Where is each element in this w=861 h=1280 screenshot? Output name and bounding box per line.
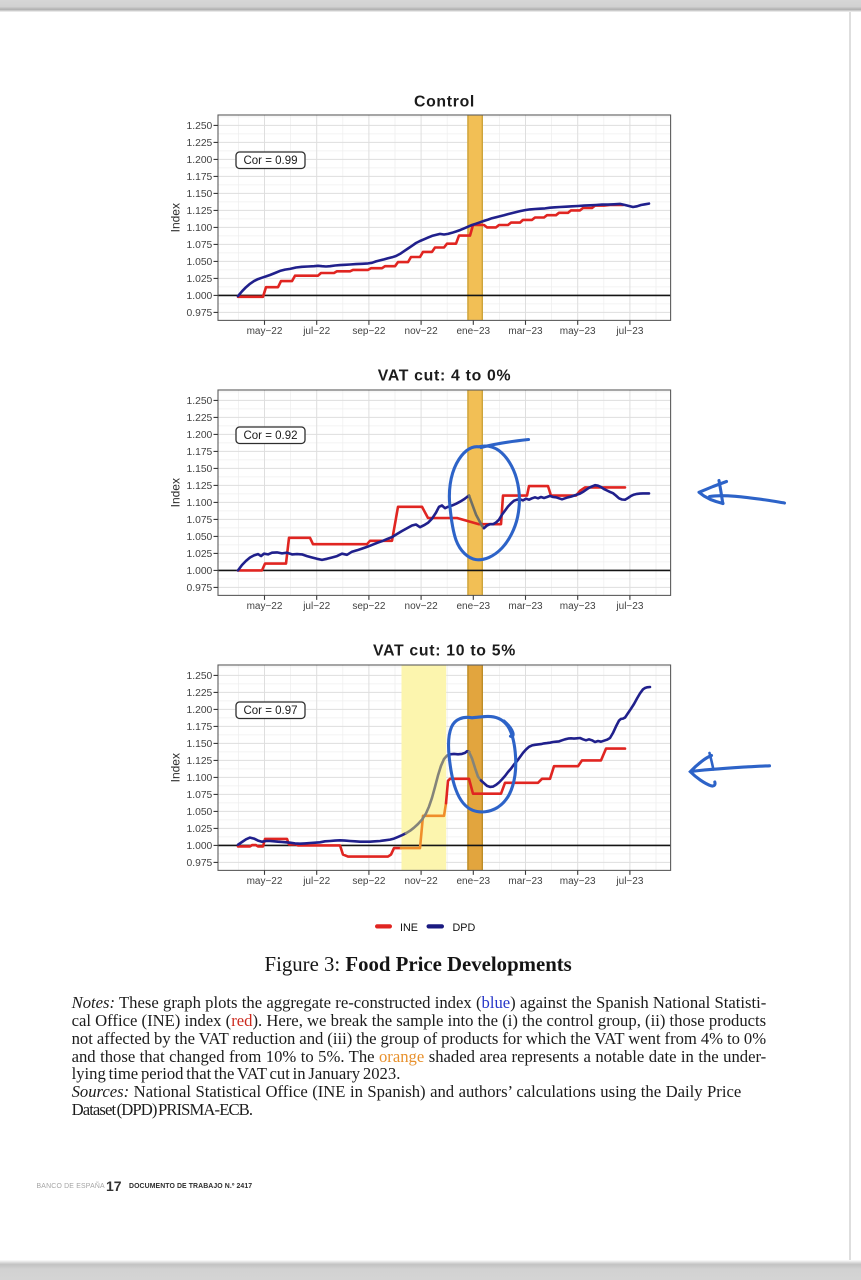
svg-text:1.150: 1.150 bbox=[187, 739, 213, 750]
svg-text:1.075: 1.075 bbox=[187, 240, 213, 251]
svg-text:1.250: 1.250 bbox=[187, 396, 213, 407]
svg-text:1.075: 1.075 bbox=[187, 790, 213, 801]
svg-text:jul−22: jul−22 bbox=[302, 601, 330, 612]
svg-text:1.250: 1.250 bbox=[187, 671, 213, 682]
svg-text:ene−23: ene−23 bbox=[456, 601, 490, 612]
svg-text:0.975: 0.975 bbox=[187, 858, 213, 869]
svg-text:nov−22: nov−22 bbox=[405, 876, 439, 887]
svg-text:may−22: may−22 bbox=[247, 876, 283, 887]
svg-text:1.200: 1.200 bbox=[187, 705, 213, 716]
svg-text:VAT cut: 4 to 0%: VAT cut: 4 to 0% bbox=[378, 368, 512, 385]
svg-text:1.100: 1.100 bbox=[187, 773, 213, 784]
svg-text:Index: Index bbox=[169, 478, 183, 507]
svg-text:VAT cut: 10 to 5%: VAT cut: 10 to 5% bbox=[373, 643, 516, 660]
svg-text:1.050: 1.050 bbox=[187, 532, 213, 543]
svg-text:1.200: 1.200 bbox=[187, 155, 213, 166]
svg-text:1.025: 1.025 bbox=[187, 274, 213, 285]
svg-text:1.125: 1.125 bbox=[187, 206, 213, 217]
svg-text:may−22: may−22 bbox=[247, 601, 283, 612]
svg-text:0.975: 0.975 bbox=[187, 583, 213, 594]
svg-text:Index: Index bbox=[169, 203, 183, 232]
svg-text:1.150: 1.150 bbox=[187, 464, 213, 475]
svg-text:1.000: 1.000 bbox=[187, 566, 213, 577]
svg-text:may−23: may−23 bbox=[560, 601, 596, 612]
svg-text:1.125: 1.125 bbox=[187, 756, 213, 767]
svg-text:1.100: 1.100 bbox=[187, 498, 213, 509]
svg-text:nov−22: nov−22 bbox=[405, 601, 439, 612]
svg-text:Cor = 0.92: Cor = 0.92 bbox=[243, 430, 297, 442]
svg-text:1.225: 1.225 bbox=[187, 688, 213, 699]
svg-text:Cor = 0.97: Cor = 0.97 bbox=[243, 705, 297, 717]
svg-text:ene−23: ene−23 bbox=[456, 876, 490, 887]
svg-text:jul−23: jul−23 bbox=[615, 326, 643, 337]
svg-text:1.100: 1.100 bbox=[187, 223, 213, 234]
svg-text:Control: Control bbox=[414, 94, 475, 111]
svg-text:mar−23: mar−23 bbox=[508, 876, 543, 887]
svg-text:1.025: 1.025 bbox=[187, 824, 213, 835]
svg-text:1.050: 1.050 bbox=[187, 257, 213, 268]
svg-text:1.075: 1.075 bbox=[187, 515, 213, 526]
svg-text:nov−22: nov−22 bbox=[405, 326, 439, 337]
svg-text:0.975: 0.975 bbox=[187, 308, 213, 319]
svg-text:Index: Index bbox=[169, 753, 183, 782]
svg-text:1.125: 1.125 bbox=[187, 481, 213, 492]
svg-text:1.025: 1.025 bbox=[187, 549, 213, 560]
svg-text:1.225: 1.225 bbox=[187, 138, 213, 149]
svg-text:mar−23: mar−23 bbox=[508, 326, 543, 337]
svg-text:jul−22: jul−22 bbox=[302, 876, 330, 887]
svg-text:1.150: 1.150 bbox=[187, 189, 213, 200]
svg-text:may−23: may−23 bbox=[560, 876, 596, 887]
svg-text:sep−22: sep−22 bbox=[352, 601, 386, 612]
svg-text:sep−22: sep−22 bbox=[352, 326, 386, 337]
svg-text:1.225: 1.225 bbox=[187, 413, 213, 424]
svg-text:may−23: may−23 bbox=[560, 326, 596, 337]
svg-text:1.175: 1.175 bbox=[187, 722, 213, 733]
svg-text:1.250: 1.250 bbox=[187, 121, 213, 132]
svg-text:jul−22: jul−22 bbox=[302, 326, 330, 337]
svg-text:may−22: may−22 bbox=[247, 326, 283, 337]
svg-text:1.175: 1.175 bbox=[187, 172, 213, 183]
svg-text:1.000: 1.000 bbox=[187, 291, 213, 302]
svg-text:mar−23: mar−23 bbox=[508, 601, 543, 612]
svg-text:jul−23: jul−23 bbox=[615, 601, 643, 612]
svg-text:ene−23: ene−23 bbox=[456, 326, 490, 337]
svg-text:INE: INE bbox=[400, 922, 418, 934]
svg-text:1.200: 1.200 bbox=[187, 430, 213, 441]
svg-text:1.000: 1.000 bbox=[187, 841, 213, 852]
svg-text:Cor = 0.99: Cor = 0.99 bbox=[243, 155, 297, 167]
svg-text:jul−23: jul−23 bbox=[615, 876, 643, 887]
svg-text:DPD: DPD bbox=[453, 922, 476, 934]
svg-text:sep−22: sep−22 bbox=[352, 876, 386, 887]
svg-text:1.050: 1.050 bbox=[187, 807, 213, 818]
svg-text:1.175: 1.175 bbox=[187, 447, 213, 458]
